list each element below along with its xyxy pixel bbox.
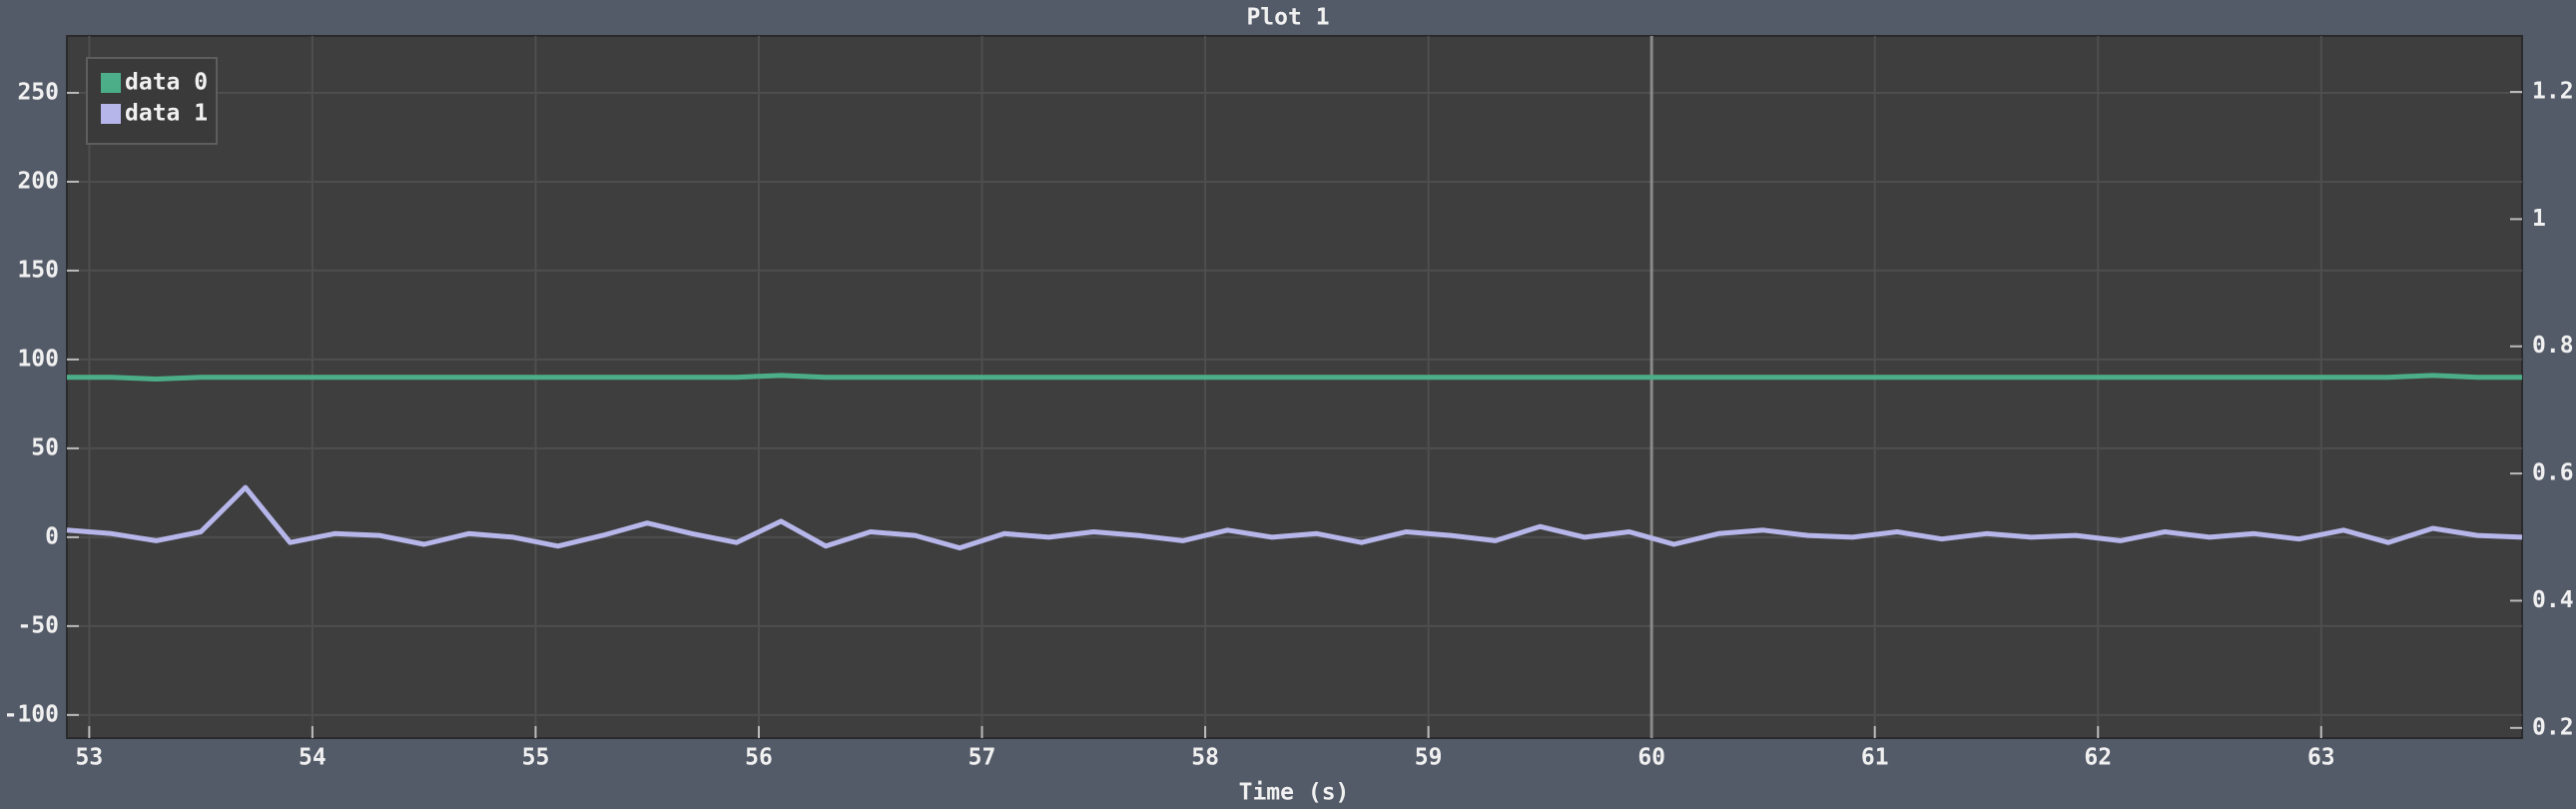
y-tick-label: -100 — [4, 701, 59, 727]
y2-tick-label: 0.6 — [2532, 460, 2574, 486]
plot-area — [66, 35, 2523, 739]
y-tick-label: 100 — [17, 346, 59, 372]
legend-swatch — [101, 104, 121, 124]
x-axis-label: Time (s) — [1239, 780, 1350, 806]
x-tick-label: 53 — [76, 745, 104, 771]
y2-tick-label: 0.4 — [2532, 587, 2574, 613]
x-tick-label: 63 — [2307, 745, 2335, 771]
x-tick-label: 57 — [968, 745, 996, 771]
x-tick-label: 54 — [299, 745, 326, 771]
y-tick-label: -50 — [17, 612, 59, 638]
y2-tick-label: 1 — [2532, 206, 2546, 232]
y-tick-label: 250 — [17, 79, 59, 105]
x-tick-label: 59 — [1415, 745, 1443, 771]
y-tick-label: 50 — [31, 434, 59, 460]
x-tick-label: 61 — [1861, 745, 1889, 771]
x-tick-label: 62 — [2084, 745, 2112, 771]
y2-tick-label: 0.2 — [2532, 714, 2574, 740]
x-tick-label: 58 — [1191, 745, 1219, 771]
chart-title: Plot 1 — [1246, 5, 1329, 31]
x-tick-label: 55 — [522, 745, 550, 771]
legend-label: data 0 — [125, 70, 208, 96]
y-tick-label: 150 — [17, 257, 59, 283]
legend-box — [86, 57, 218, 145]
x-tick-label: 60 — [1637, 745, 1665, 771]
legend-label: data 1 — [125, 101, 208, 127]
y-tick-label: 200 — [17, 168, 59, 194]
y2-tick-label: 0.8 — [2532, 333, 2574, 359]
legend-swatch — [101, 73, 121, 93]
line-series — [67, 373, 2522, 382]
y-tick-label: 0 — [45, 523, 59, 549]
x-tick-label: 56 — [745, 745, 773, 771]
line-series — [66, 484, 2523, 551]
y2-tick-label: 1.2 — [2532, 79, 2574, 105]
